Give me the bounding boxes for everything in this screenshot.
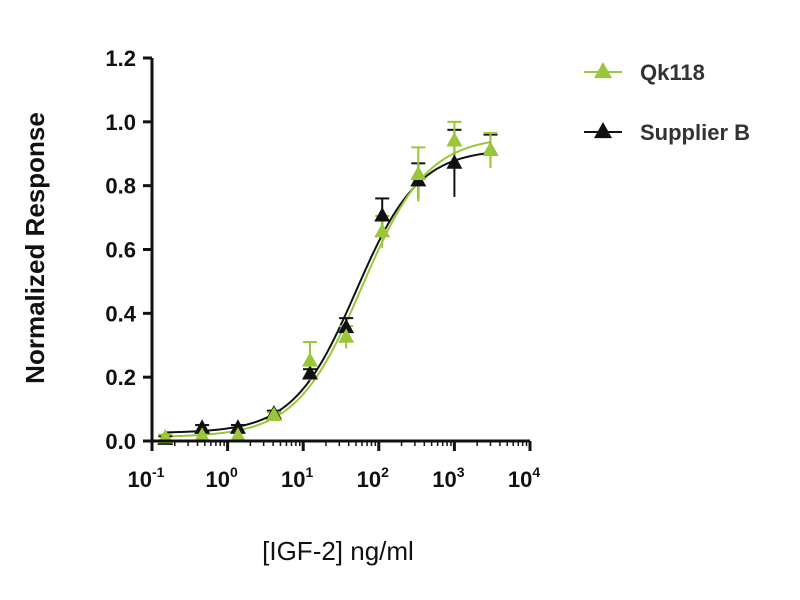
data-point — [374, 223, 391, 238]
data-point — [446, 132, 463, 147]
y-tick-label: 1.2 — [105, 46, 136, 71]
data-point — [301, 365, 318, 380]
legend-label: Supplier B — [640, 120, 750, 145]
axes: 0.0 0.2 0.4 0.6 0.8 1.0 1.2 10-1 100 101 102 103 104 — [105, 46, 540, 492]
x-axis-title: [IGF-2] ng/ml — [262, 536, 414, 566]
y-tick-label: 1.0 — [105, 110, 136, 135]
x-tick-label: 10-1 — [128, 464, 165, 492]
data-point — [194, 419, 211, 434]
data-point — [338, 328, 355, 343]
fit-curves — [165, 141, 491, 438]
x-tick-label: 100 — [205, 464, 237, 492]
y-axis-title: Normalized Response — [20, 112, 50, 384]
data-point — [338, 318, 355, 334]
y-tick-label: 0.0 — [105, 429, 136, 454]
legend-marker — [594, 61, 612, 79]
data-point — [482, 141, 499, 157]
data-point — [265, 406, 282, 421]
x-tick-label: 101 — [281, 464, 313, 492]
legend: Qk118 Supplier B — [584, 60, 750, 145]
y-tick-label: 0.2 — [105, 365, 136, 390]
data-point — [229, 419, 246, 434]
legend-label: Qk118 — [640, 60, 705, 85]
y-tick-label: 0.6 — [105, 238, 136, 263]
data-point — [446, 154, 463, 169]
fit-curve-1 — [165, 151, 491, 434]
data-point — [374, 207, 391, 222]
data-point — [194, 427, 211, 442]
data-point — [301, 352, 318, 367]
fit-curve-0 — [165, 141, 491, 438]
x-tick-label: 103 — [432, 464, 464, 492]
data-point — [229, 427, 246, 442]
error-bars — [158, 120, 498, 441]
y-tick-label: 0.4 — [105, 301, 136, 326]
data-points — [157, 132, 499, 445]
x-tick-label: 104 — [508, 464, 540, 492]
data-point — [410, 165, 427, 180]
legend-marker — [594, 121, 612, 139]
y-tick-label: 0.8 — [105, 174, 136, 199]
x-tick-label: 102 — [357, 464, 389, 492]
